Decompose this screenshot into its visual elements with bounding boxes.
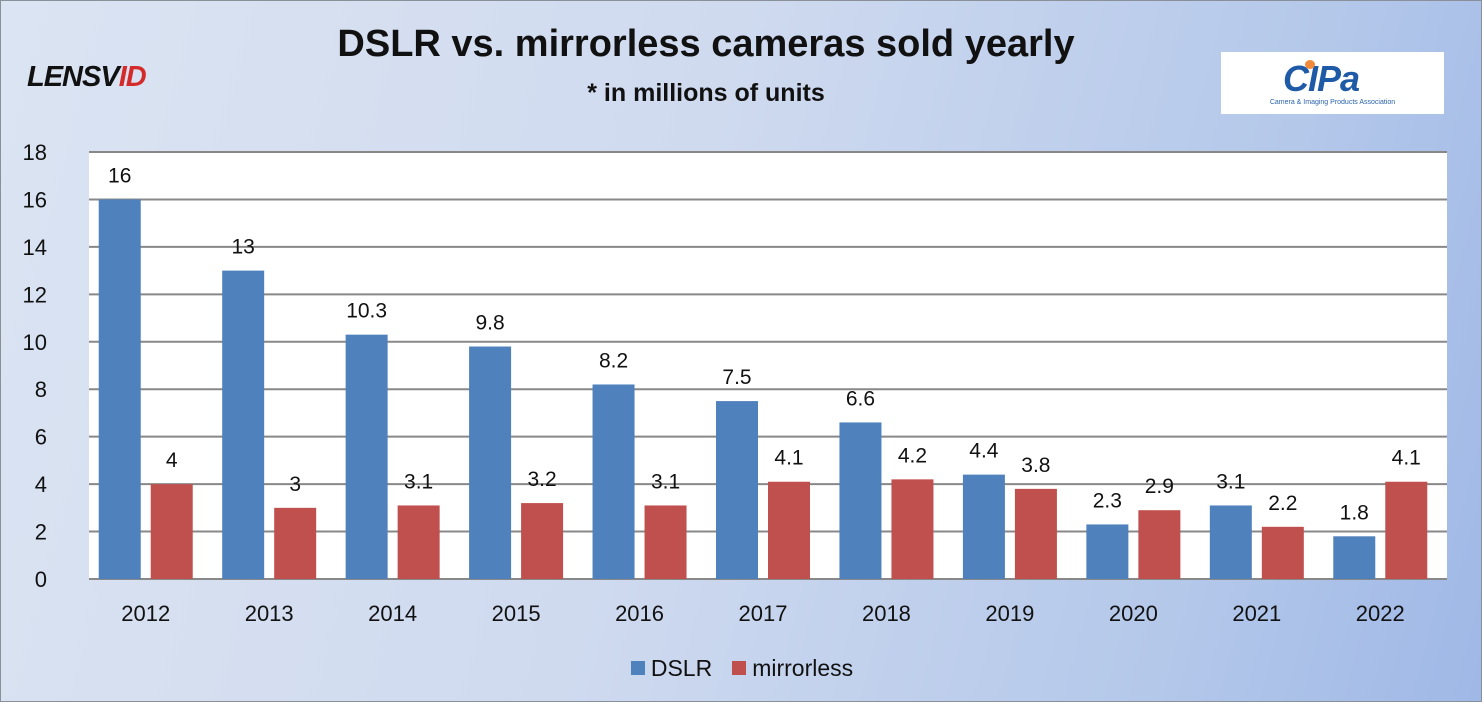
y-tick-label: 8 [35,377,47,402]
bar-mirrorless [1138,510,1181,579]
data-label: 3.2 [527,468,556,491]
x-tick-label: 2013 [245,601,294,626]
legend-swatch-icon [732,661,747,675]
lensvid-logo: LENSVID [27,61,147,94]
legend-label: DSLR [650,655,713,681]
data-label: 3.1 [1216,470,1245,493]
x-tick-label: 2020 [1109,601,1158,626]
data-label: 3.1 [651,470,680,493]
y-tick-label: 14 [23,235,47,260]
bar-mirrorless [274,507,317,579]
legend-item: DSLR [630,655,713,682]
data-label: 6.6 [846,387,875,410]
x-tick-label: 2017 [739,601,788,626]
x-tick-label: 2022 [1356,601,1405,626]
bar-dslr [592,384,635,579]
data-label: 8.2 [599,349,628,372]
bar-dslr [1086,524,1129,579]
bar-mirrorless [891,479,934,579]
y-tick-label: 10 [23,330,47,355]
bar-mirrorless [150,484,193,579]
data-label: 4.1 [774,447,803,470]
bar-dslr [1333,536,1376,579]
chart-subtitle: * in millions of units [587,79,825,107]
cipa-mark: CIPa [1283,58,1360,99]
data-label: 4 [166,449,178,472]
bar-mirrorless [1261,526,1304,579]
cipa-text: Camera & Imaging Products Association [1269,99,1396,106]
y-tick-label: 2 [35,520,47,545]
y-tick-label: 12 [23,282,47,307]
data-label: 7.5 [722,366,751,389]
bar-dslr [469,346,512,579]
x-tick-label: 2015 [492,601,541,626]
x-tick-label: 2016 [615,601,664,626]
data-label: 4.4 [969,440,999,463]
bar-mirrorless [397,505,440,579]
data-label: 3.8 [1021,454,1050,477]
data-label: 3.1 [404,470,433,493]
chart-title: DSLR vs. mirrorless cameras sold yearly [337,23,1075,65]
legend-swatch-icon [630,661,645,675]
x-tick-label: 2012 [121,601,170,626]
bar-mirrorless [1014,488,1057,579]
y-tick-label: 18 [23,140,47,165]
x-tick-label: 2021 [1232,601,1281,626]
data-label: 10.3 [346,300,387,323]
data-label: 16 [108,164,131,187]
data-label: 3 [289,473,301,496]
bar-mirrorless [521,503,564,579]
bar-dslr [1209,505,1252,579]
logo-text-a: LENSV [27,61,120,93]
y-tick-label: 6 [35,425,47,450]
data-label: 1.8 [1340,501,1369,524]
y-tick-label: 0 [35,567,47,592]
data-label: 2.3 [1093,489,1122,512]
y-tick-label: 16 [23,187,47,212]
bar-mirrorless [768,481,810,579]
data-label: 4.1 [1392,447,1421,470]
legend-label: mirrorless [752,655,854,681]
legend: DSLR mirrorless [1,655,1482,682]
bar-dslr [839,422,882,579]
x-tick-label: 2019 [985,601,1034,626]
x-tick-label: 2018 [862,601,911,626]
bar-dslr [345,334,388,579]
bar-dslr [716,401,758,579]
data-label: 4.2 [898,444,927,467]
cipa-dot-icon [1305,60,1315,69]
bar-mirrorless [644,505,687,579]
legend-item: mirrorless [732,655,853,682]
cipa-logo: CIPa Camera & Imaging Products Associati… [1221,52,1444,114]
bar-dslr [222,270,265,579]
bar-mirrorless [1385,481,1428,579]
data-label: 2.9 [1145,475,1174,498]
x-tick-label: 2014 [368,601,417,626]
logo-text-b: ID [118,61,147,93]
bar-dslr [98,199,141,579]
data-label: 13 [232,236,255,259]
y-tick-label: 4 [35,472,47,497]
data-label: 2.2 [1268,492,1297,515]
bar-dslr [962,474,1005,579]
data-label: 9.8 [475,312,504,335]
